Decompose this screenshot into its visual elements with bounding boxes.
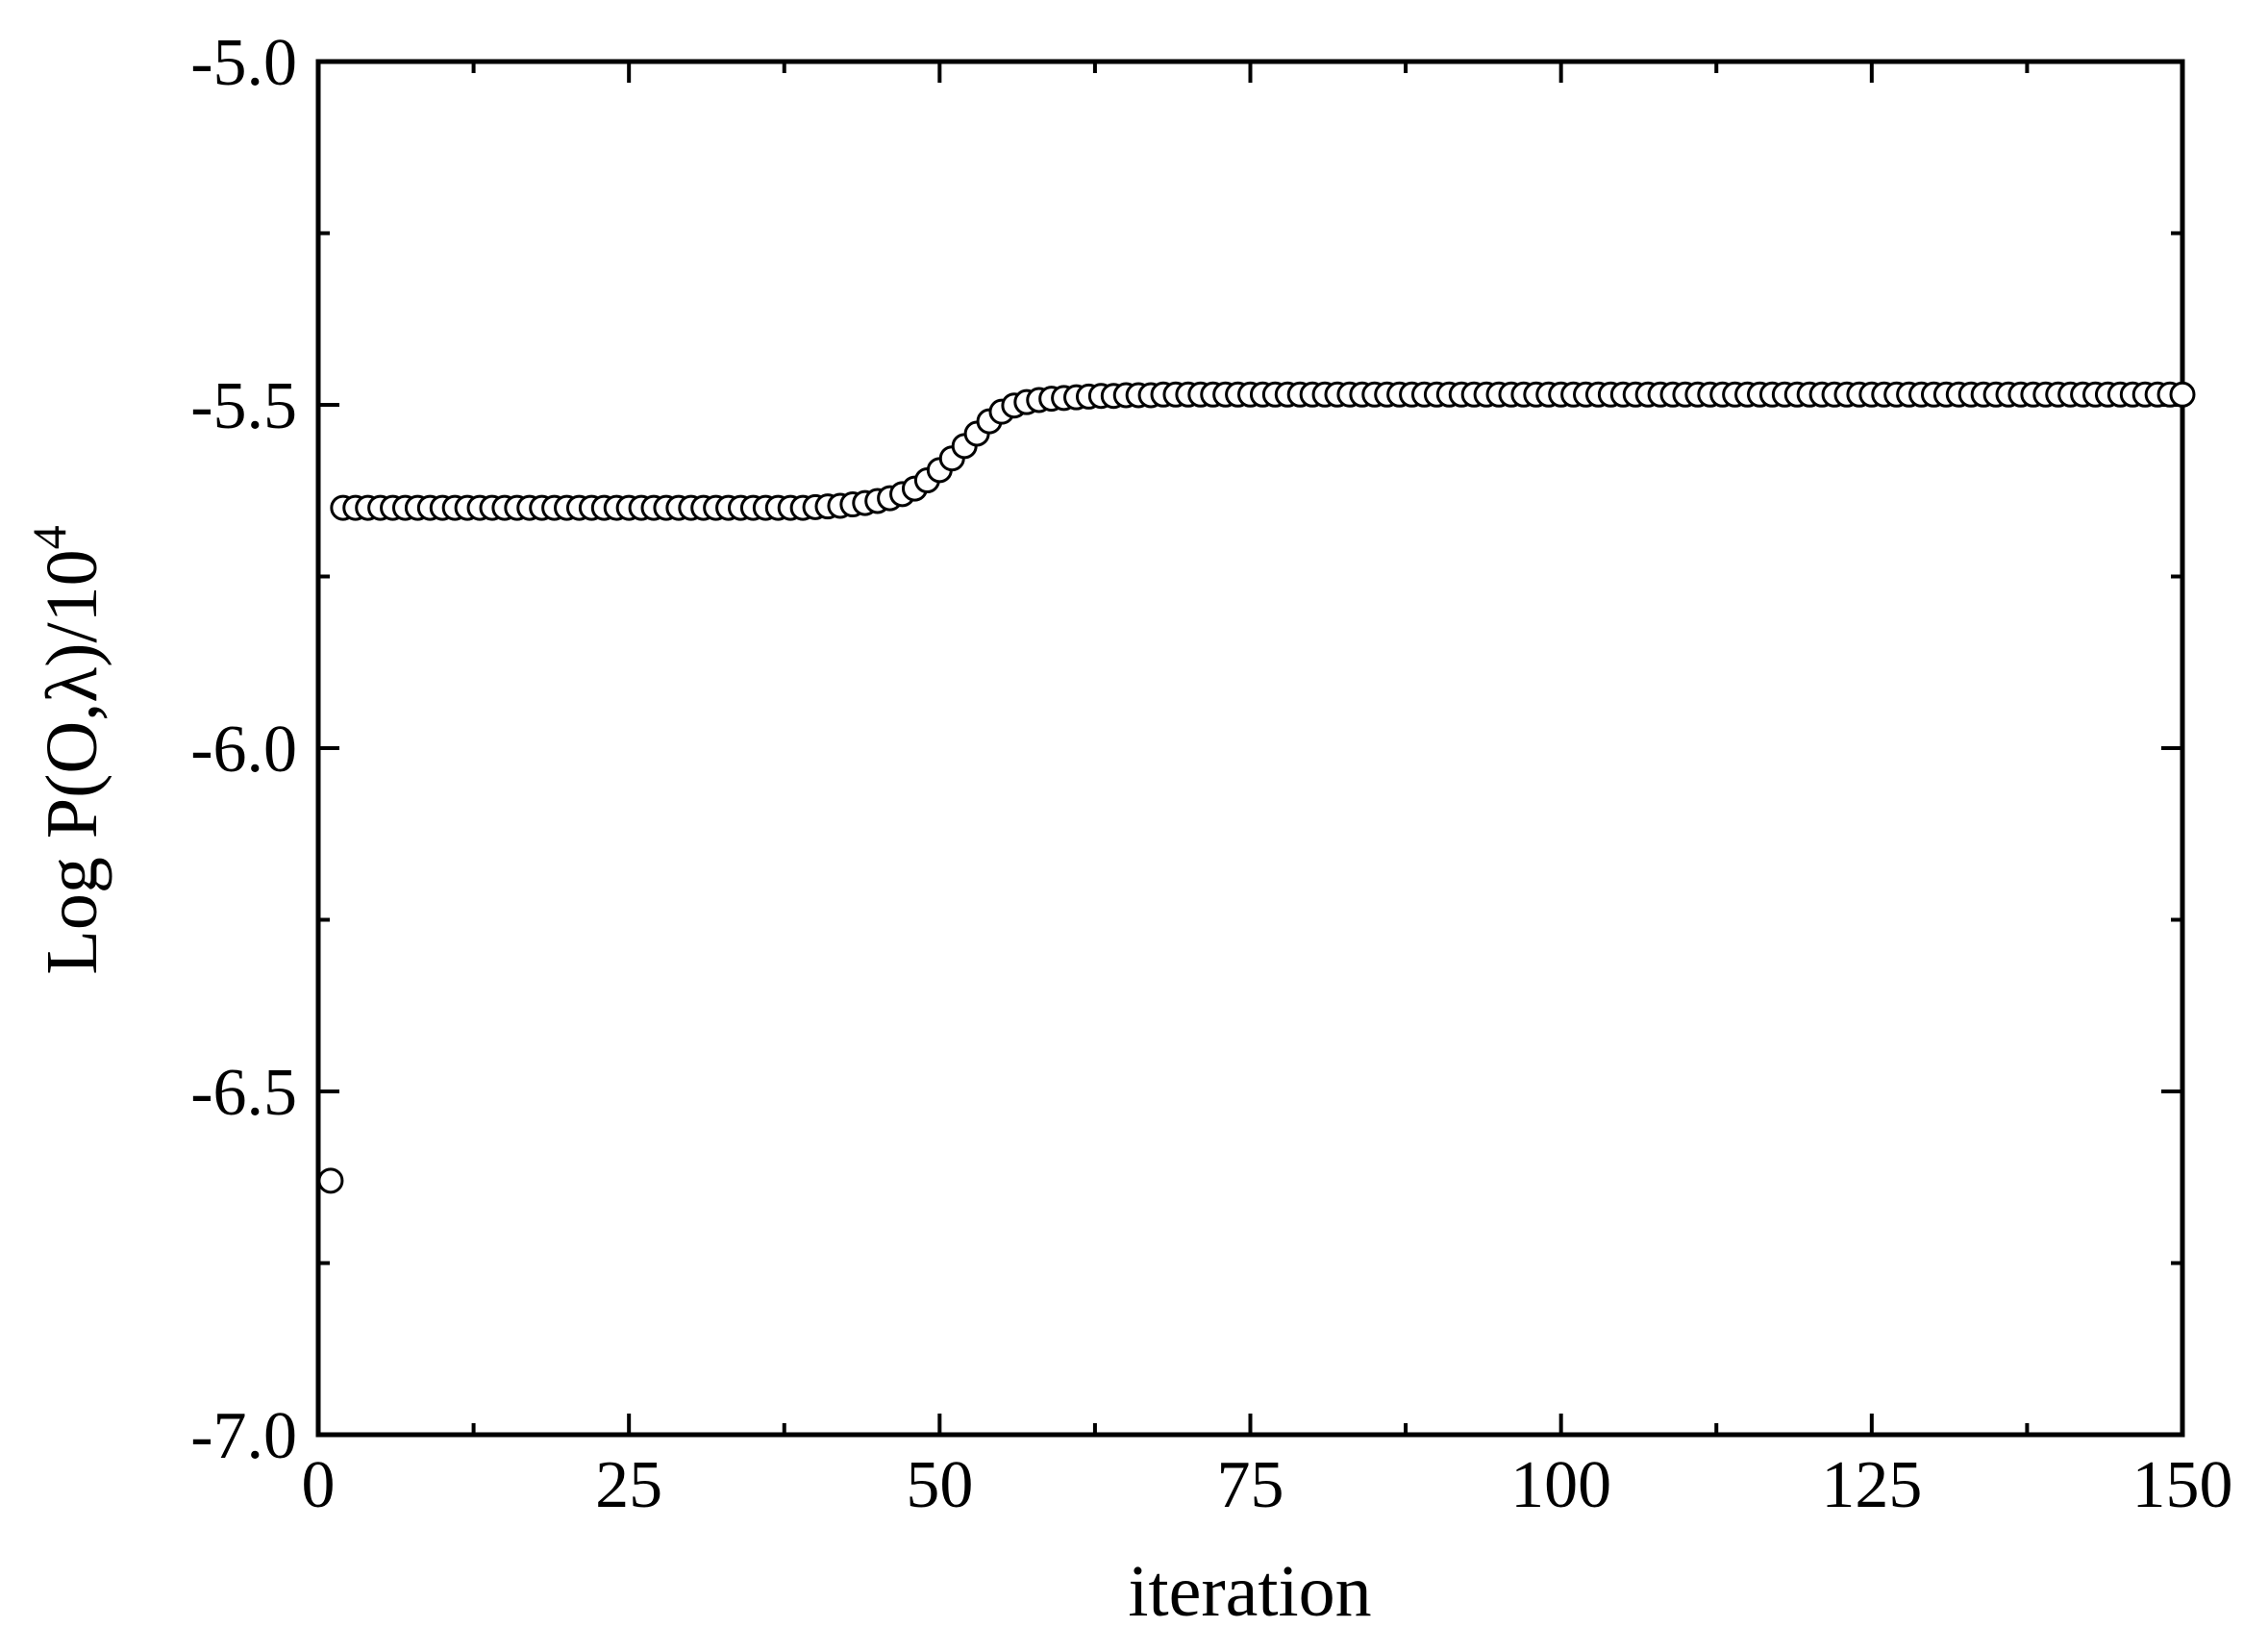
x-tick-label: 25 bbox=[595, 1448, 662, 1522]
plot-frame bbox=[315, 59, 2185, 1438]
y-tick-label: -5.0 bbox=[190, 26, 297, 100]
data-point bbox=[2169, 381, 2196, 408]
y-tick-label: -6.0 bbox=[190, 713, 297, 787]
x-tick-label: 75 bbox=[1217, 1448, 1284, 1522]
axis-ticks bbox=[316, 60, 2184, 1437]
x-tick-label: 50 bbox=[906, 1448, 973, 1522]
y-tick-labels: -5.0 -5.5 -6.0 -6.5 -7.0 bbox=[190, 26, 297, 1473]
y-axis-title: Log P(O,λ)/104 bbox=[22, 525, 112, 974]
y-axis-title-text: Log P(O,λ)/10 bbox=[32, 549, 112, 974]
y-tick-label: -6.5 bbox=[190, 1056, 297, 1130]
x-axis-title: iteration bbox=[1128, 1551, 1371, 1628]
data-points bbox=[317, 381, 2196, 1194]
y-tick-label: -5.5 bbox=[190, 369, 297, 443]
x-tick-labels: 0 25 50 75 100 125 150 bbox=[302, 1448, 2233, 1522]
x-tick-label: 100 bbox=[1510, 1448, 1611, 1522]
x-tick-label: 0 bbox=[302, 1448, 336, 1522]
y-tick-label: -7.0 bbox=[190, 1399, 297, 1473]
data-point bbox=[317, 1167, 344, 1194]
x-tick-label: 150 bbox=[2132, 1448, 2233, 1522]
y-axis-title-superscript: 4 bbox=[22, 525, 76, 549]
x-tick-label: 125 bbox=[1821, 1448, 1922, 1522]
